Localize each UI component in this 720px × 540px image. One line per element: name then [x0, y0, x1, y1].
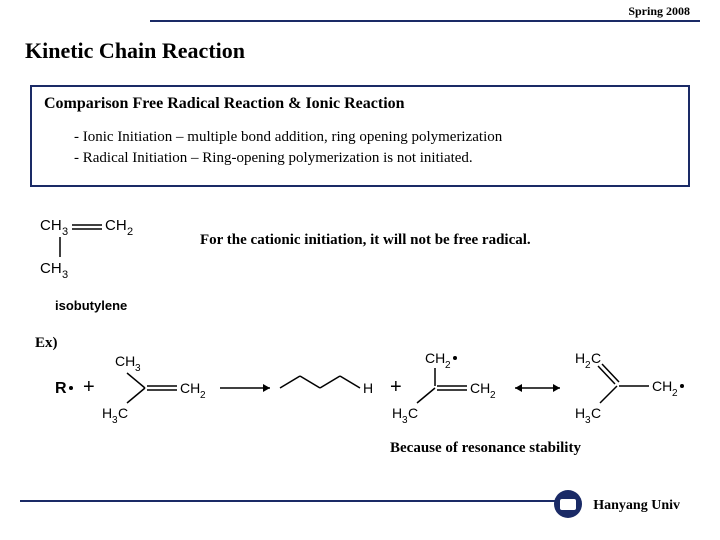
svg-text:H: H — [392, 405, 402, 421]
isobutylene-svg: CH 3 CH 2 CH 3 — [40, 215, 160, 285]
svg-text:2: 2 — [672, 388, 678, 399]
svg-text:C: C — [118, 405, 128, 421]
header-date: Spring 2008 — [628, 4, 690, 19]
svg-text:CH: CH — [425, 350, 445, 366]
svg-text:R: R — [55, 380, 67, 397]
svg-text:H: H — [102, 405, 112, 421]
svg-text:3: 3 — [135, 363, 141, 374]
reaction-scheme: R + CH 3 H 3 C CH 2 H + CH 2 H 3 C — [55, 348, 700, 428]
reaction-svg: R + CH 3 H 3 C CH 2 H + CH 2 H 3 C — [55, 348, 695, 433]
svg-text:CH: CH — [470, 380, 490, 396]
svg-text:CH: CH — [40, 260, 62, 277]
isobutylene-label: isobutylene — [55, 298, 127, 313]
cationic-note: For the cationic initiation, it will not… — [200, 232, 531, 249]
logo-inner — [560, 499, 576, 510]
svg-text:C: C — [591, 405, 601, 421]
svg-text:2: 2 — [490, 390, 496, 401]
svg-text:+: + — [83, 376, 95, 398]
isobutylene-structure: CH 3 CH 2 CH 3 — [40, 215, 720, 289]
comparison-line-1: - Ionic Initiation – multiple bond addit… — [74, 127, 676, 148]
page-title: Kinetic Chain Reaction — [25, 38, 245, 64]
svg-text:C: C — [591, 350, 601, 366]
svg-text:3: 3 — [62, 226, 68, 238]
svg-text:2: 2 — [445, 360, 451, 371]
svg-text:CH: CH — [105, 217, 127, 234]
comparison-heading: Comparison Free Radical Reaction & Ionic… — [44, 95, 676, 113]
svg-text:CH: CH — [40, 217, 62, 234]
comparison-line-2: - Radical Initiation – Ring-opening poly… — [74, 148, 676, 169]
svg-text:CH: CH — [652, 378, 672, 394]
footer-rule — [20, 500, 560, 502]
comparison-box: Comparison Free Radical Reaction & Ionic… — [30, 85, 690, 187]
footer-university: Hanyang Univ — [593, 498, 680, 514]
svg-text:2: 2 — [200, 390, 206, 401]
svg-text:CH: CH — [180, 380, 200, 396]
svg-text:2: 2 — [127, 226, 133, 238]
svg-text:H: H — [363, 380, 373, 396]
resonance-note: Because of resonance stability — [390, 440, 581, 457]
university-logo — [554, 490, 582, 518]
header-rule — [150, 20, 700, 22]
svg-text:C: C — [408, 405, 418, 421]
svg-text:CH: CH — [115, 353, 135, 369]
svg-text:+: + — [390, 376, 402, 398]
svg-text:3: 3 — [62, 269, 68, 281]
svg-text:H: H — [575, 405, 585, 421]
svg-text:H: H — [575, 350, 585, 366]
